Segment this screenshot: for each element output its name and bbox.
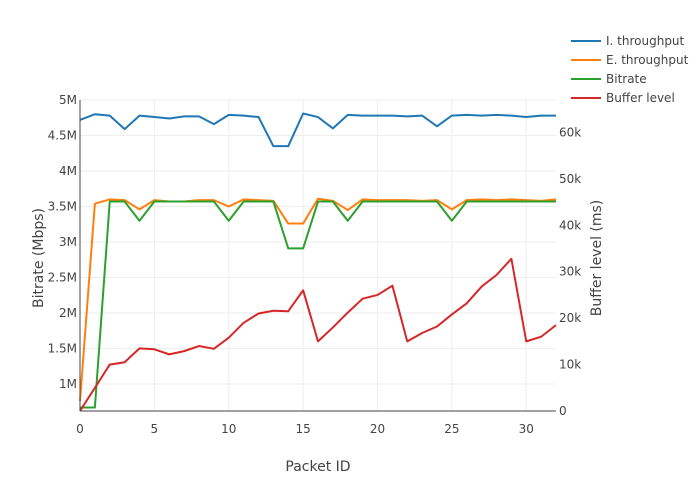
y-tick-label: 2.5M <box>48 271 77 285</box>
gridlines <box>79 99 556 411</box>
y2-axis-title: Buffer level (ms) <box>589 200 605 317</box>
series-line-e-throughput <box>79 197 557 402</box>
x-tick-label: 5 <box>151 422 159 436</box>
x-tick-label: 10 <box>221 422 236 436</box>
y-tick-label: 1.5M <box>48 342 77 356</box>
y-axis-title: Bitrate (Mbps) <box>31 208 47 308</box>
legend-label-bitrate: Bitrate <box>606 72 647 86</box>
series-line-i-throughput <box>79 112 556 148</box>
y-tick-label: 2M <box>59 306 77 320</box>
y-tick-label: 3M <box>59 235 77 249</box>
x-tick-label: 30 <box>519 422 534 436</box>
y2-tick-label: 30k <box>559 265 581 279</box>
legend-label-buffer-level: Buffer level <box>606 91 675 105</box>
y-tick-label: 4M <box>59 164 77 178</box>
x-axis-ticks: 0 5 10 15 20 25 30 <box>76 422 534 436</box>
y2-tick-label: 0 <box>559 404 567 418</box>
series-lines <box>79 112 557 412</box>
x-tick-label: 25 <box>444 422 459 436</box>
y2-tick-label: 60k <box>559 125 581 139</box>
series-line-bitrate <box>80 200 556 409</box>
y-tick-label: 5M <box>59 93 77 107</box>
x-axis-title: Packet ID <box>285 459 350 475</box>
y2-axis-ticks: 0 10k 20k 30k 40k 50k 60k <box>559 125 581 418</box>
y-tick-label: 3.5M <box>48 200 77 214</box>
y2-tick-label: 40k <box>559 218 581 232</box>
legend-label-e-throughput: E. throughput <box>606 53 689 67</box>
y2-tick-label: 20k <box>559 311 581 325</box>
legend-label-i-throughput: I. throughput <box>606 34 685 48</box>
y-tick-label: 1M <box>59 377 77 391</box>
legend: I. throughput E. throughput Bitrate Buffer … <box>571 34 689 105</box>
x-tick-label: 15 <box>295 422 310 436</box>
y2-tick-label: 10k <box>559 358 581 372</box>
y-tick-label: 4.5M <box>48 129 77 143</box>
y2-tick-label: 50k <box>559 172 581 186</box>
series-line-buffer-level <box>79 257 557 412</box>
x-tick-label: 0 <box>76 422 84 436</box>
x-tick-label: 20 <box>370 422 385 436</box>
y-axis-ticks: 1M 1.5M 2M 2.5M 3M 3.5M 4M 4.5M 5M <box>48 93 77 391</box>
